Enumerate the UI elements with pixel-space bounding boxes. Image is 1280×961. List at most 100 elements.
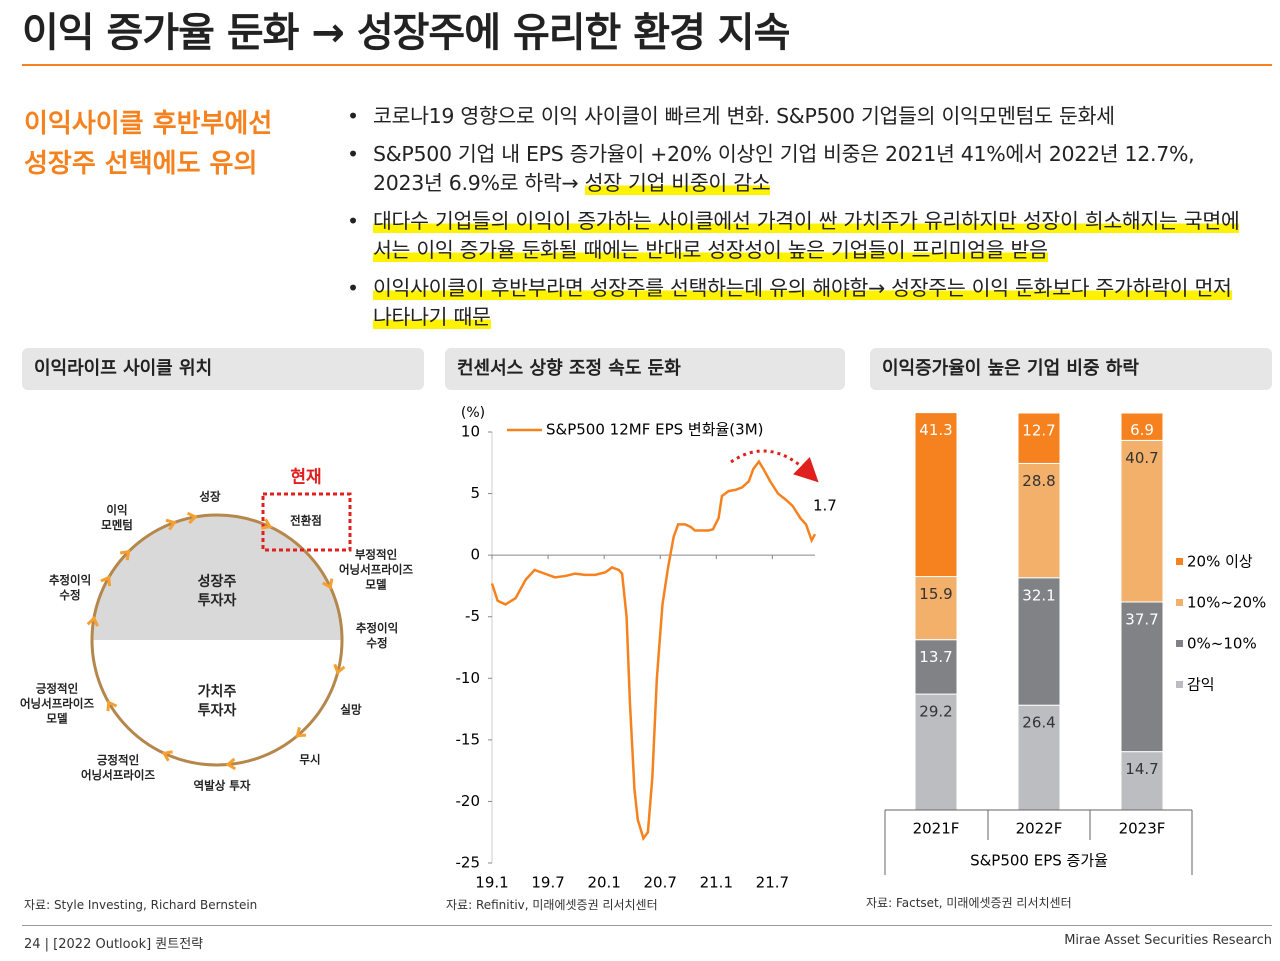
growth-half (92, 515, 342, 640)
title-rule (22, 64, 1272, 66)
cycle-arrow (295, 727, 307, 738)
x-tick-label: 2022F (1016, 820, 1063, 838)
bar-segment (914, 412, 958, 578)
bullet-text: S&P500 기업 내 EPS 증가율이 +20% 이상인 기업 비중은 202… (373, 142, 1195, 195)
cycle-label: 실망 (340, 702, 362, 717)
cycle-arrow (225, 757, 237, 771)
legend-swatch (1176, 681, 1183, 688)
source: 자료: Refinitiv, 미래에셋증권 리서치센터 (446, 898, 658, 912)
x-tick-label: 20.1 (587, 874, 620, 892)
x-tick-label: 2023F (1119, 820, 1166, 838)
legend-swatch (1176, 558, 1183, 565)
value-label: 40.7 (1125, 449, 1158, 467)
cycle-label: 전환점 (290, 513, 322, 528)
footer-left: 24 | [2022 Outlook] 퀀트전략 (24, 937, 204, 952)
cycle-label: 무시 (299, 752, 321, 767)
y-tick-label: -20 (456, 792, 481, 810)
value-label: 6.9 (1130, 421, 1154, 439)
value-label: 13.7 (919, 648, 952, 666)
bar-segment (1120, 412, 1164, 441)
x-tick-label: 20.7 (644, 874, 677, 892)
footer-rule (22, 925, 1272, 926)
y-tick-label: -5 (465, 607, 480, 625)
x-tick-label: 19.1 (475, 874, 508, 892)
panel-title: 컨센서스 상향 조정 속도 둔화 (445, 348, 845, 390)
cycle-label: 추정이익 수정 (48, 573, 92, 602)
cycle-arrow (333, 663, 346, 675)
legend-label: S&P500 12MF EPS 변화율(3M) (546, 421, 764, 439)
cycle-label: 부정적인 어닝서프라이즈 모델 (338, 547, 414, 592)
panel-title: 이익증가율이 높은 기업 비중 하락 (870, 348, 1272, 390)
x-tick-label: 2021F (913, 820, 960, 838)
legend-label: 10%~20% (1187, 594, 1266, 612)
bullet-text: 성장 기업 비중이 감소 (584, 171, 771, 195)
x-axis-title: S&P500 EPS 증가율 (970, 852, 1108, 870)
bar-segment (1017, 462, 1061, 579)
y-tick-label: -10 (456, 669, 481, 687)
bullet: 코로나19 영향으로 이익 사이클이 빠르게 변화. S&P500 기업들의 이… (345, 102, 1245, 131)
y-tick-label: -25 (456, 854, 481, 872)
cycle-arrow (186, 511, 198, 525)
end-label: 1.7 (813, 497, 837, 515)
footer-right: Mirae Asset Securities Research (1064, 933, 1272, 948)
x-tick-label: 21.7 (756, 874, 789, 892)
sidebar-line: 성장주 선택에도 유의 (24, 149, 258, 179)
cycle-label: 성장 (199, 489, 221, 504)
cycle-arrow (261, 518, 273, 530)
sidebar-line: 이익사이클 후반부에선 (24, 109, 273, 139)
cycle-label: 역발상 투자 (193, 778, 251, 793)
bullet-text: 코로나19 영향으로 이익 사이클이 빠르게 변화. S&P500 기업들의 이… (373, 104, 1115, 128)
x-tick-label: 19.7 (531, 874, 564, 892)
cycle-arrow (106, 700, 118, 712)
legend-swatch (1176, 640, 1183, 647)
panel-title: 이익라이프 사이클 위치 (22, 348, 424, 390)
value-label: 12.7 (1022, 422, 1055, 440)
cycle-label: 긍정적인 어닝서프라이즈 (80, 753, 156, 782)
cycle-arrow (86, 615, 99, 627)
value-label: 28.8 (1022, 472, 1055, 490)
bar-segment (1017, 704, 1061, 811)
value-label: 29.2 (919, 703, 952, 721)
legend-label: 20% 이상 (1187, 553, 1253, 571)
bullet: 이익사이클이 후반부라면 성장주를 선택하는데 유의 해야함→ 성장주는 이익 … (345, 274, 1245, 332)
value-label: 41.3 (919, 421, 952, 439)
cycle-label: 이익 모멘텀 (101, 503, 133, 532)
value-label: 15.9 (919, 585, 952, 603)
bullet: S&P500 기업 내 EPS 증가율이 +20% 이상인 기업 비중은 202… (345, 140, 1245, 198)
cycle-label: 추정이익 수정 (355, 621, 399, 650)
cycle-label: 긍정적인 어닝서프라이즈 모델 (19, 681, 95, 726)
bar-segment (914, 639, 958, 695)
trend-arrow (730, 449, 819, 483)
value-label: 26.4 (1022, 714, 1055, 732)
line (490, 459, 817, 842)
cycle (90, 513, 344, 767)
source: 자료: Style Investing, Richard Bernstein (24, 898, 258, 912)
cycle-arrow (100, 575, 112, 587)
cycle-arrow (322, 578, 334, 590)
cycle-label: 성장주 투자자 (197, 574, 237, 609)
legend-swatch (1176, 599, 1183, 606)
cycle-arrow (161, 750, 173, 762)
x-tick-label: 21.1 (700, 874, 733, 892)
y-tick-label: 5 (470, 484, 480, 502)
cycle-label: 현재 (290, 467, 322, 488)
cycle-arrow (119, 549, 131, 561)
cycle-label: 가치주 투자자 (197, 684, 237, 719)
title: 이익 증가율 둔화 → 성장주에 유리한 환경 지속 (22, 10, 790, 56)
y-tick-label: 0 (470, 546, 480, 564)
cycle-arrow (165, 518, 177, 531)
value-label: 37.7 (1125, 610, 1158, 628)
value-label: 32.1 (1022, 586, 1055, 604)
bar-segment (1017, 577, 1061, 706)
bar-segment (914, 576, 958, 641)
value-label: 14.7 (1125, 760, 1158, 778)
bar-segment (1017, 412, 1061, 464)
y-tick-label: -15 (456, 730, 481, 748)
legend-label: 0%~10% (1187, 635, 1257, 653)
source: 자료: Factset, 미래에셋증권 리서치센터 (866, 896, 1072, 910)
legend-label: 감익 (1187, 676, 1215, 694)
bullets: 코로나19 영향으로 이익 사이클이 빠르게 변화. S&P500 기업들의 이… (345, 102, 1245, 341)
